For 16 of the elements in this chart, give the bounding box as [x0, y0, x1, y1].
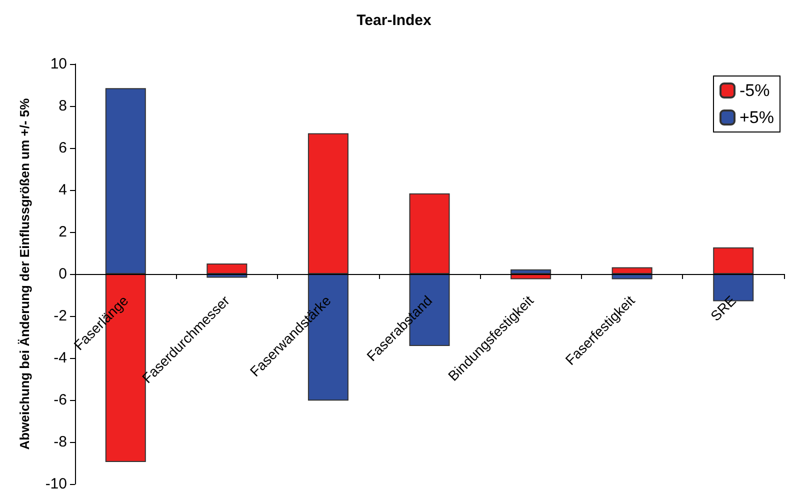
y-tick-label: 6 — [58, 140, 67, 156]
legend-label: -5% — [740, 81, 770, 100]
y-tick-label: 2 — [58, 224, 67, 240]
y-axis-title: Abweichung bei Änderung der Einflussgrößen um +/- 5% — [17, 98, 32, 450]
legend-label: +5% — [740, 108, 774, 127]
chart-title: Tear-Index — [356, 12, 432, 29]
bar — [206, 264, 248, 274]
y-tick-label: -8 — [54, 434, 67, 450]
y-tick-label: 4 — [58, 182, 67, 198]
y-tick-label: 10 — [50, 56, 67, 72]
y-tick-label: 8 — [58, 98, 67, 114]
y-tick-label: -2 — [54, 308, 67, 324]
y-tick-label: -6 — [54, 392, 67, 408]
y-tick-label: -10 — [45, 476, 67, 492]
y-tick-label: 0 — [58, 266, 67, 282]
y-tick-label: -4 — [54, 350, 67, 366]
